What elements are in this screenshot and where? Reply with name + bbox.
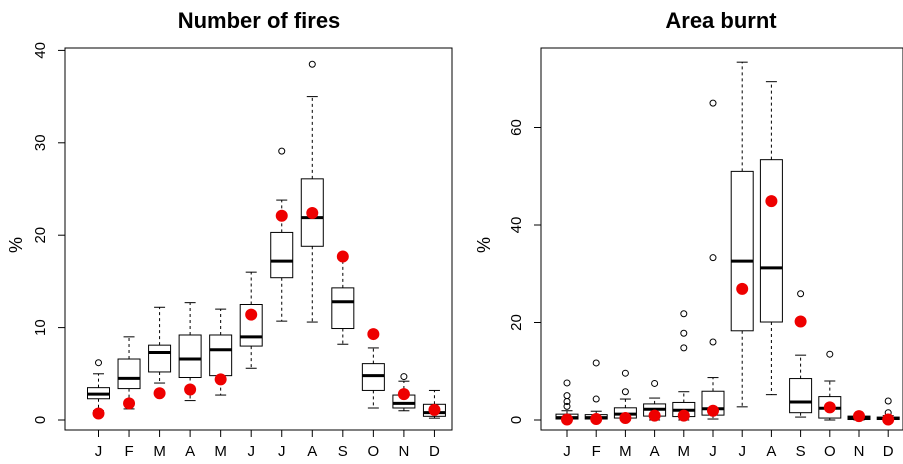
chart-title: Area burnt [665,8,777,33]
observed-point [794,315,807,328]
x-tick-label: M [619,443,632,460]
outlier-point [709,254,717,262]
observed-point [677,409,690,422]
box [209,334,233,377]
y-axis-label: % [474,237,494,253]
panel-area-burnt: Area burnt % 0 20 40 60 J F M A M J J A S O N D [474,8,903,460]
box [759,159,783,323]
observed-point [306,207,319,220]
x-tick-label: J [738,443,746,460]
outlier-point [884,397,892,405]
y-axis-label: % [6,237,26,253]
outlier-point [563,392,571,400]
y-tick-label: 40 [508,217,525,234]
outlier-point [563,379,571,387]
outlier-point [621,388,629,396]
y-tick-label: 20 [508,314,525,331]
outlier-point [680,329,688,337]
x-tick-label: D [883,443,894,460]
outlier-point [592,359,600,367]
outlier-point [592,395,600,403]
x-tick-label: S [796,443,806,460]
x-tick-label: F [592,443,601,460]
box [117,358,141,390]
x-tick-label: N [854,443,865,460]
observed-point [853,410,865,423]
x-tick-label: J [278,443,286,460]
x-tick-label: J [95,443,103,460]
plot-frame [540,47,903,431]
x-tick-label: M [214,443,227,460]
observed-point [397,388,410,401]
y-tick-label: 60 [508,119,525,136]
observed-point [590,413,603,426]
x-tick-label: S [338,443,348,460]
outlier-point [563,402,571,410]
observed-point [123,397,136,410]
outlier-point [95,359,102,367]
box [789,378,813,414]
x-tick-label: N [398,443,409,460]
x-tick-label: D [429,443,440,460]
outlier-point [308,60,316,68]
x-tick-label: A [650,443,660,460]
outlier-point [826,350,834,358]
x-tick-label: O [368,443,380,460]
observed-point [428,403,441,416]
outlier-point [278,147,286,155]
x-tick-label: J [709,443,717,460]
x-tick-label: J [247,443,255,460]
box [270,231,294,279]
observed-point [707,404,719,417]
y-tick-label: 0 [508,416,525,424]
box [178,334,202,378]
observed-point [275,209,288,222]
x-tick-label: F [124,443,133,460]
y-tick-label: 10 [32,319,49,336]
x-tick-label: A [766,443,776,460]
outlier-point [680,310,688,318]
box [148,344,172,373]
outlier-point [709,99,717,107]
outlier-point [797,290,805,298]
observed-point [336,250,349,263]
outlier-point [400,373,408,381]
outlier-point [651,379,659,387]
box [331,287,355,330]
outlier-point [709,338,717,346]
x-tick-label: A [185,443,195,460]
x-tick-label: M [678,443,691,460]
y-tick-label: 40 [32,42,49,59]
observed-point [765,195,778,208]
observed-point [153,387,166,400]
x-tick-label: O [824,443,836,460]
plot-frame [64,47,453,431]
x-tick-label: M [153,443,166,460]
x-tick-label: A [307,443,317,460]
observed-point [619,412,632,425]
observed-point [648,409,661,422]
outlier-point [680,344,688,352]
y-tick-label: 0 [32,416,49,424]
observed-point [367,328,380,341]
observed-point [823,401,836,414]
box [730,170,754,332]
panel-number-of-fires: Number of fires % 0 10 20 30 40 J F M A M J J A S O N D [6,8,453,460]
observed-point [92,407,105,420]
observed-point [184,383,197,396]
observed-point [882,413,895,426]
outlier-point [621,369,629,377]
x-tick-label: J [563,443,571,460]
observed-point [736,282,749,295]
chart-title: Number of fires [178,8,341,33]
observed-point [561,413,573,426]
observed-point [245,308,258,321]
y-tick-label: 30 [32,134,49,151]
y-tick-label: 20 [32,227,49,244]
observed-point [214,373,227,386]
